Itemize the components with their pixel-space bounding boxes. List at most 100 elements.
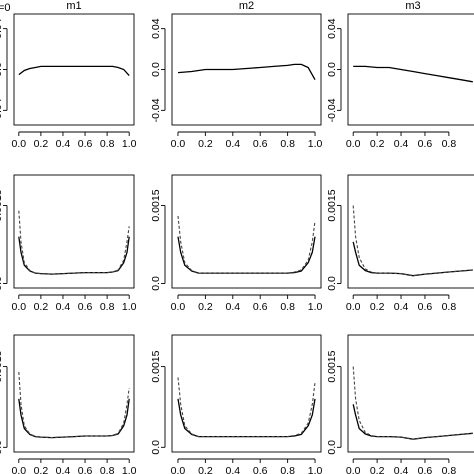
x-tick-label: 0.4	[394, 465, 409, 474]
series-line-dashed	[18, 210, 130, 275]
x-tick-label: 0.0	[11, 465, 26, 474]
y-tick-label: 0.04	[150, 18, 162, 39]
panel-frame	[347, 334, 474, 453]
series-line-solid	[352, 241, 473, 277]
panel-3-1: 0.0 0.2 0.4 0.6 0.8 1.0 0.0 0.0015	[0, 334, 137, 474]
x-tick-label: 0.8	[442, 465, 457, 474]
x-tick-label: 0.8	[100, 465, 115, 474]
x-tick-label: 0.2	[370, 301, 385, 313]
panel-2-2: 0.0 0.2 0.4 0.6 0.8 1.0 0.0 0.0015	[150, 174, 323, 313]
series-line-dashed	[177, 377, 316, 438]
series-line-dashed	[352, 205, 473, 277]
x-tick-label: 0.0	[11, 301, 26, 313]
y-tick-label: 0.0015	[326, 350, 338, 382]
series-line-solid	[18, 65, 130, 77]
x-tick-label: 0.2	[34, 465, 49, 474]
y-tick-label: 0.0	[150, 62, 162, 77]
series-line-solid	[353, 65, 473, 83]
x-tick-label: 0.2	[198, 301, 213, 313]
y-tick-label: 0.0	[0, 276, 4, 291]
y-tick-label: -0.04	[326, 98, 338, 122]
corner-label: =0	[0, 2, 11, 14]
series-line-solid	[177, 236, 316, 274]
panel-1-2: m2 0.0 0.2 0.4 0.6 0.8 1.0 -0.04 0.0 0.04	[150, 0, 322, 150]
panel-frame	[171, 334, 322, 453]
panel-title: m2	[239, 0, 254, 12]
x-tick-label: 0.4	[394, 138, 409, 150]
x-tick-label: 0.0	[346, 138, 361, 150]
x-tick-label: 0.6	[253, 138, 268, 150]
series-line-solid	[18, 236, 130, 275]
x-tick-label: 0.2	[370, 138, 385, 150]
y-tick-label: 0.0	[150, 440, 162, 455]
x-tick-label: 0.6	[78, 138, 93, 150]
x-tick-label: 0.8	[442, 301, 457, 313]
y-tick-label: -0.04	[150, 98, 162, 122]
x-tick-label: 0.4	[56, 138, 71, 150]
x-tick-label: 0.4	[225, 465, 240, 474]
x-tick-label: 0.6	[418, 465, 433, 474]
panel-title: m3	[405, 0, 420, 12]
panel-frame	[171, 174, 322, 289]
x-tick-label: 0.8	[280, 301, 295, 313]
x-tick-label: 0.2	[370, 465, 385, 474]
x-tick-label: 0.6	[418, 301, 433, 313]
x-tick-label: 0.4	[56, 301, 71, 313]
y-tick-label: 0.04	[326, 18, 338, 39]
x-tick-label: 0.0	[346, 301, 361, 313]
panel-title: m1	[66, 0, 81, 12]
x-tick-label: 1.0	[308, 465, 323, 474]
x-tick-label: 0.4	[56, 465, 71, 474]
y-tick-label: 0.0015	[0, 350, 4, 382]
x-tick-label: 0.8	[280, 138, 295, 150]
x-tick-label: 0.8	[442, 138, 457, 150]
series-line-dashed	[352, 366, 473, 440]
y-tick-label: 0.0015	[150, 350, 162, 382]
x-tick-label: 0.4	[225, 301, 240, 313]
panel-frame	[347, 174, 474, 289]
y-tick-label: 0.0	[326, 62, 338, 77]
y-tick-label: -0.04	[0, 98, 4, 122]
x-tick-label: 0.0	[171, 138, 186, 150]
series-line-solid	[177, 398, 316, 438]
y-tick-label: 0.0	[326, 276, 338, 291]
series-line-dashed	[18, 371, 130, 439]
panel-2-1: 0.0 0.2 0.4 0.6 0.8 1.0 0.0 0.0015	[0, 174, 137, 313]
x-tick-label: 0.0	[171, 465, 186, 474]
panel-frame	[347, 13, 474, 126]
y-tick-label: 0.0015	[326, 189, 338, 221]
x-tick-label: 0.0	[346, 465, 361, 474]
x-tick-label: 0.6	[253, 301, 268, 313]
y-tick-label: 0.0015	[150, 189, 162, 221]
panel-frame	[13, 13, 135, 126]
panel-frame	[13, 174, 135, 289]
y-tick-label: 0.0	[150, 276, 162, 291]
x-tick-label: 0.4	[225, 138, 240, 150]
y-tick-label: 0.0	[0, 440, 4, 455]
x-tick-label: 1.0	[122, 138, 137, 150]
x-tick-label: 0.0	[171, 301, 186, 313]
panel-1-1: m1 0.0 0.2 0.4 0.6 0.8 1.0 -0.04 0.0 0.04	[0, 0, 137, 150]
x-tick-label: 1.0	[308, 138, 323, 150]
series-line-solid	[18, 398, 130, 439]
x-tick-label: 1.0	[122, 301, 137, 313]
x-tick-label: 0.2	[198, 138, 213, 150]
y-tick-label: 0.0015	[0, 189, 4, 221]
x-tick-label: 0.2	[34, 301, 49, 313]
x-tick-label: 0.6	[253, 465, 268, 474]
x-tick-label: 0.2	[34, 138, 49, 150]
x-tick-label: 0.8	[100, 138, 115, 150]
panel-2-3: 0.0 0.2 0.4 0.6 0.8 0.0 0.0015	[326, 174, 474, 313]
x-tick-label: 0.6	[78, 465, 93, 474]
panel-frame	[171, 13, 322, 126]
panel-3-3: 0.0 0.2 0.4 0.6 0.8 0.0 0.0015	[326, 334, 474, 474]
series-line-solid	[352, 404, 473, 440]
x-tick-label: 1.0	[308, 301, 323, 313]
panel-1-3: m3 0.0 0.2 0.4 0.6 0.8 -0.04 0.0 0.04	[326, 0, 474, 150]
series-line-dashed	[177, 215, 316, 274]
x-tick-label: 0.6	[418, 138, 433, 150]
panel-frame	[13, 334, 135, 453]
x-tick-label: 0.6	[78, 301, 93, 313]
